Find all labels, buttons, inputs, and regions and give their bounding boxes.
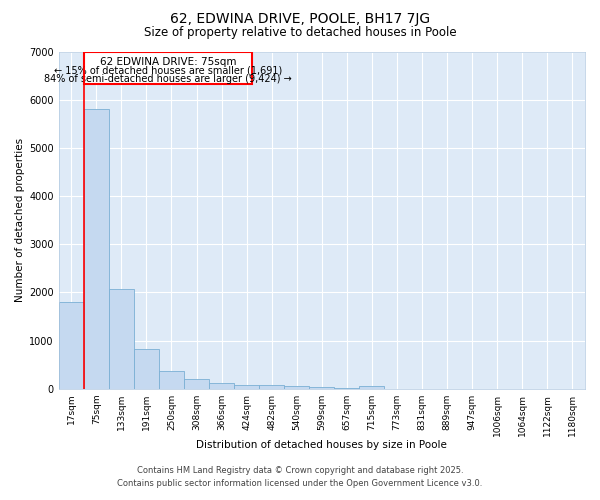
Bar bbox=[84, 110, 109, 389]
Bar bbox=[84, 52, 252, 84]
Bar bbox=[134, 350, 159, 389]
Text: 62, EDWINA DRIVE, POOLE, BH17 7JG: 62, EDWINA DRIVE, POOLE, BH17 7JG bbox=[170, 12, 430, 26]
X-axis label: Distribution of detached houses by size in Poole: Distribution of detached houses by size … bbox=[196, 440, 447, 450]
Bar bbox=[259, 386, 284, 389]
Bar bbox=[109, 288, 134, 389]
Bar bbox=[309, 387, 334, 389]
Bar bbox=[359, 386, 385, 389]
Text: ← 15% of detached houses are smaller (1,691): ← 15% of detached houses are smaller (1,… bbox=[54, 66, 283, 76]
Bar bbox=[159, 372, 184, 389]
Title: 62, EDWINA DRIVE, POOLE, BH17 7JG
Size of property relative to detached houses i: 62, EDWINA DRIVE, POOLE, BH17 7JG Size o… bbox=[0, 499, 1, 500]
Bar bbox=[184, 378, 209, 389]
Text: Contains HM Land Registry data © Crown copyright and database right 2025.
Contai: Contains HM Land Registry data © Crown c… bbox=[118, 466, 482, 487]
Bar bbox=[209, 384, 234, 389]
Bar bbox=[59, 302, 84, 389]
Text: 62 EDWINA DRIVE: 75sqm: 62 EDWINA DRIVE: 75sqm bbox=[100, 58, 236, 68]
Y-axis label: Number of detached properties: Number of detached properties bbox=[15, 138, 25, 302]
Bar bbox=[284, 386, 309, 389]
Bar bbox=[234, 384, 259, 389]
Text: 84% of semi-detached houses are larger (9,424) →: 84% of semi-detached houses are larger (… bbox=[44, 74, 292, 84]
Bar bbox=[334, 388, 359, 389]
Text: Size of property relative to detached houses in Poole: Size of property relative to detached ho… bbox=[143, 26, 457, 39]
